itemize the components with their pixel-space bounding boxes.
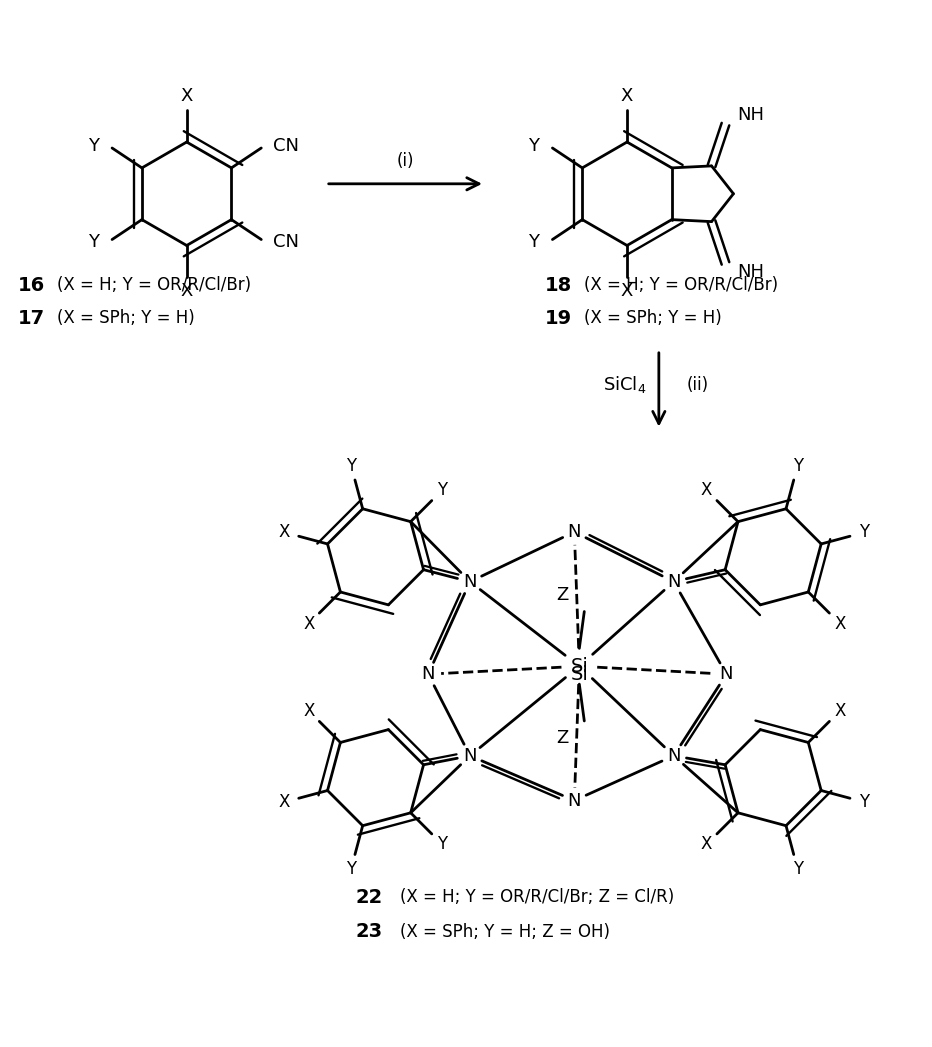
Text: (ii): (ii) xyxy=(687,376,709,394)
Text: 23: 23 xyxy=(356,922,383,941)
Text: (i): (i) xyxy=(397,152,414,170)
Text: N: N xyxy=(667,747,680,764)
Text: (X = SPh; Y = H): (X = SPh; Y = H) xyxy=(584,309,722,327)
Text: Y: Y xyxy=(88,137,99,155)
Text: NH: NH xyxy=(737,106,764,125)
Text: (X = H; Y = OR/R/Cl/Br): (X = H; Y = OR/R/Cl/Br) xyxy=(584,276,778,294)
Text: X: X xyxy=(279,524,290,541)
Text: (X = H; Y = OR/R/Cl/Br; Z = Cl/R): (X = H; Y = OR/R/Cl/Br; Z = Cl/R) xyxy=(401,888,675,906)
Text: (X = SPh; Y = H): (X = SPh; Y = H) xyxy=(58,309,195,327)
Text: 19: 19 xyxy=(544,309,571,328)
Text: Z: Z xyxy=(556,729,569,747)
Text: N: N xyxy=(421,665,435,684)
Text: (X = H; Y = OR/R/Cl/Br): (X = H; Y = OR/R/Cl/Br) xyxy=(58,276,252,294)
Text: N: N xyxy=(463,747,477,764)
Text: Y: Y xyxy=(528,232,539,250)
Text: Si: Si xyxy=(570,665,588,684)
Text: Y: Y xyxy=(792,456,802,474)
Text: Z: Z xyxy=(556,585,569,604)
Text: 16: 16 xyxy=(18,275,45,295)
Text: SiCl$_4$: SiCl$_4$ xyxy=(604,374,647,395)
Text: Y: Y xyxy=(346,860,356,878)
Text: X: X xyxy=(701,481,712,499)
Text: N: N xyxy=(463,573,477,591)
Text: N: N xyxy=(720,665,733,684)
Text: Y: Y xyxy=(528,137,539,155)
Text: NH: NH xyxy=(737,264,764,282)
Text: Y: Y xyxy=(88,232,99,250)
Text: 18: 18 xyxy=(544,275,571,295)
Text: N: N xyxy=(568,792,581,809)
Text: N: N xyxy=(568,522,581,541)
Text: Si: Si xyxy=(570,656,588,675)
Text: X: X xyxy=(621,87,633,106)
Text: Y: Y xyxy=(437,836,447,853)
Text: Y: Y xyxy=(859,793,870,811)
Text: X: X xyxy=(181,283,193,300)
Text: X: X xyxy=(303,701,314,720)
Text: X: X xyxy=(621,283,633,300)
Text: CN: CN xyxy=(273,137,299,155)
Text: X: X xyxy=(279,793,290,811)
Text: Y: Y xyxy=(792,860,802,878)
Text: X: X xyxy=(701,836,712,853)
Text: X: X xyxy=(834,701,845,720)
Text: N: N xyxy=(667,573,680,591)
Text: Y: Y xyxy=(859,524,870,541)
Text: 22: 22 xyxy=(356,888,383,907)
Text: X: X xyxy=(303,615,314,632)
Text: Y: Y xyxy=(437,481,447,499)
Text: 17: 17 xyxy=(18,309,45,328)
Text: X: X xyxy=(181,87,193,106)
Text: Y: Y xyxy=(346,456,356,474)
Text: CN: CN xyxy=(273,232,299,250)
Text: (X = SPh; Y = H; Z = OH): (X = SPh; Y = H; Z = OH) xyxy=(401,922,610,941)
Text: X: X xyxy=(834,615,845,632)
